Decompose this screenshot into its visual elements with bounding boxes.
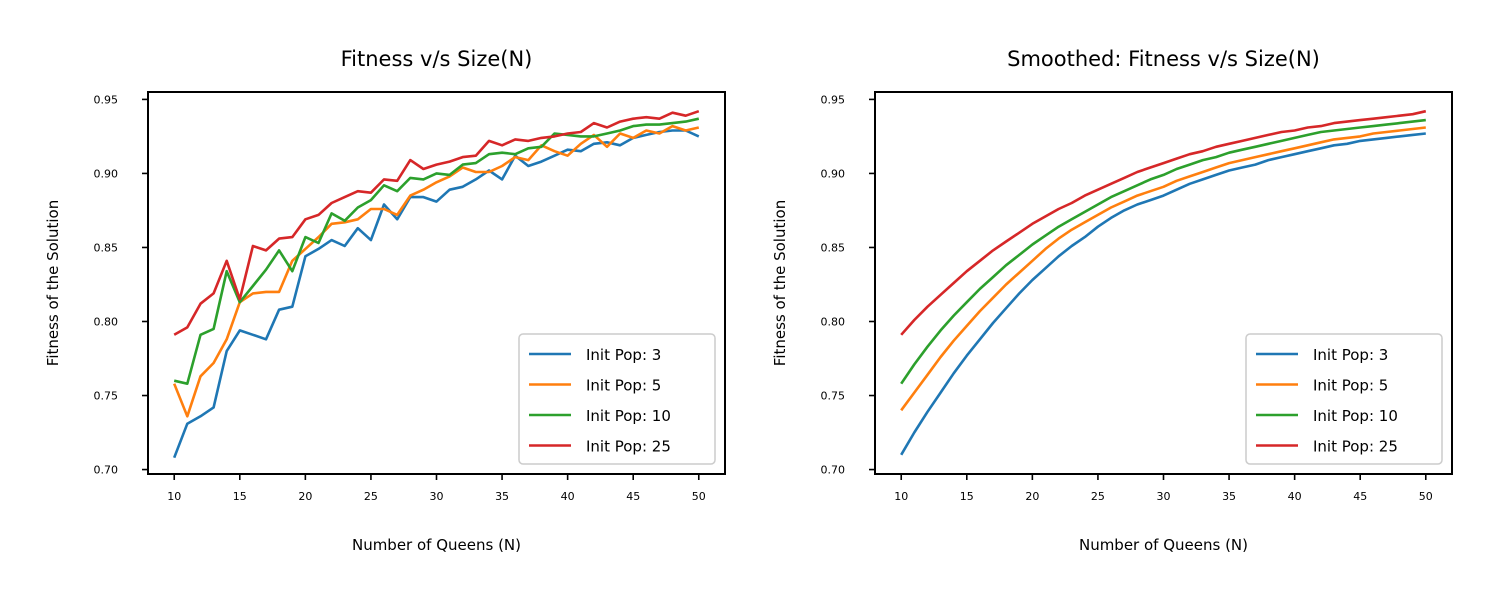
legend-label: Init Pop: 3 — [1313, 346, 1388, 364]
legend-label: Init Pop: 5 — [1313, 377, 1388, 395]
y-tick-label: 0.85 — [94, 241, 119, 254]
legend-box — [518, 333, 716, 465]
legend-label: Init Pop: 25 — [586, 438, 671, 456]
series-line-4 — [900, 109, 1427, 336]
legend-label: Init Pop: 25 — [1313, 438, 1398, 456]
y-tick-label: 0.70 — [821, 464, 846, 477]
x-tick-label: 30 — [430, 490, 444, 503]
x-tick-label: 25 — [1091, 490, 1105, 503]
y-tick-label: 0.75 — [821, 390, 846, 403]
x-tick-label: 15 — [233, 490, 247, 503]
legend: Init Pop: 3 Init Pop: 5 Init Pop: 10 Init P… — [1245, 333, 1443, 465]
y-tick-label: 0.75 — [94, 390, 119, 403]
x-tick-label: 50 — [692, 490, 706, 503]
chart-smoothed-fitness: Smoothed: Fitness v/s Size(N) 10 15 20 25 30 3… — [771, 47, 1453, 554]
x-tick-label: 30 — [1157, 490, 1171, 503]
y-tick-label: 0.85 — [821, 241, 846, 254]
x-tick-label: 10 — [894, 490, 908, 503]
legend-box — [1245, 333, 1443, 465]
x-tick-label: 35 — [495, 490, 509, 503]
chart-title: Fitness v/s Size(N) — [341, 47, 533, 71]
legend-label: Init Pop: 5 — [586, 377, 661, 395]
series-line-1 — [900, 132, 1426, 456]
x-axis-label: Number of Queens (N) — [1079, 536, 1248, 554]
x-tick-label: 45 — [1353, 490, 1367, 503]
series-line-4 — [173, 109, 700, 336]
x-tick-label: 10 — [167, 490, 181, 503]
x-axis-label: Number of Queens (N) — [352, 536, 521, 554]
x-tick-label: 25 — [364, 490, 378, 503]
legend-label: Init Pop: 3 — [586, 346, 661, 364]
y-axis-label: Fitness of the Solution — [771, 200, 789, 366]
series-line-3 — [900, 118, 1426, 385]
series-line-2 — [172, 124, 700, 418]
legend: Init Pop: 3 Init Pop: 5 Init Pop: 10 Init P… — [518, 333, 716, 465]
series-line-2 — [900, 126, 1426, 412]
y-tick-label: 0.95 — [821, 93, 846, 106]
y-tick-label: 0.95 — [94, 93, 119, 106]
x-tick-label: 20 — [298, 490, 312, 503]
y-tick-label: 0.70 — [94, 464, 119, 477]
x-tick-label: 35 — [1222, 490, 1236, 503]
x-tick-label: 40 — [1288, 490, 1302, 503]
y-tick-label: 0.80 — [821, 315, 846, 328]
chart-raw-fitness: Fitness v/s Size(N) 10 15 20 25 30 35 40 45 50 0.7… — [44, 47, 726, 554]
legend-label: Init Pop: 10 — [586, 407, 671, 425]
x-tick-label: 45 — [626, 490, 640, 503]
y-tick-label: 0.90 — [94, 167, 119, 180]
y-tick-label: 0.80 — [94, 315, 119, 328]
x-tick-label: 20 — [1025, 490, 1039, 503]
y-tick-label: 0.90 — [821, 167, 846, 180]
legend-label: Init Pop: 10 — [1313, 407, 1398, 425]
x-tick-label: 15 — [960, 490, 974, 503]
chart-title: Smoothed: Fitness v/s Size(N) — [1007, 47, 1320, 71]
y-axis-label: Fitness of the Solution — [44, 200, 62, 366]
x-tick-label: 40 — [561, 490, 575, 503]
series-line-3 — [173, 117, 700, 386]
x-tick-label: 50 — [1419, 490, 1433, 503]
